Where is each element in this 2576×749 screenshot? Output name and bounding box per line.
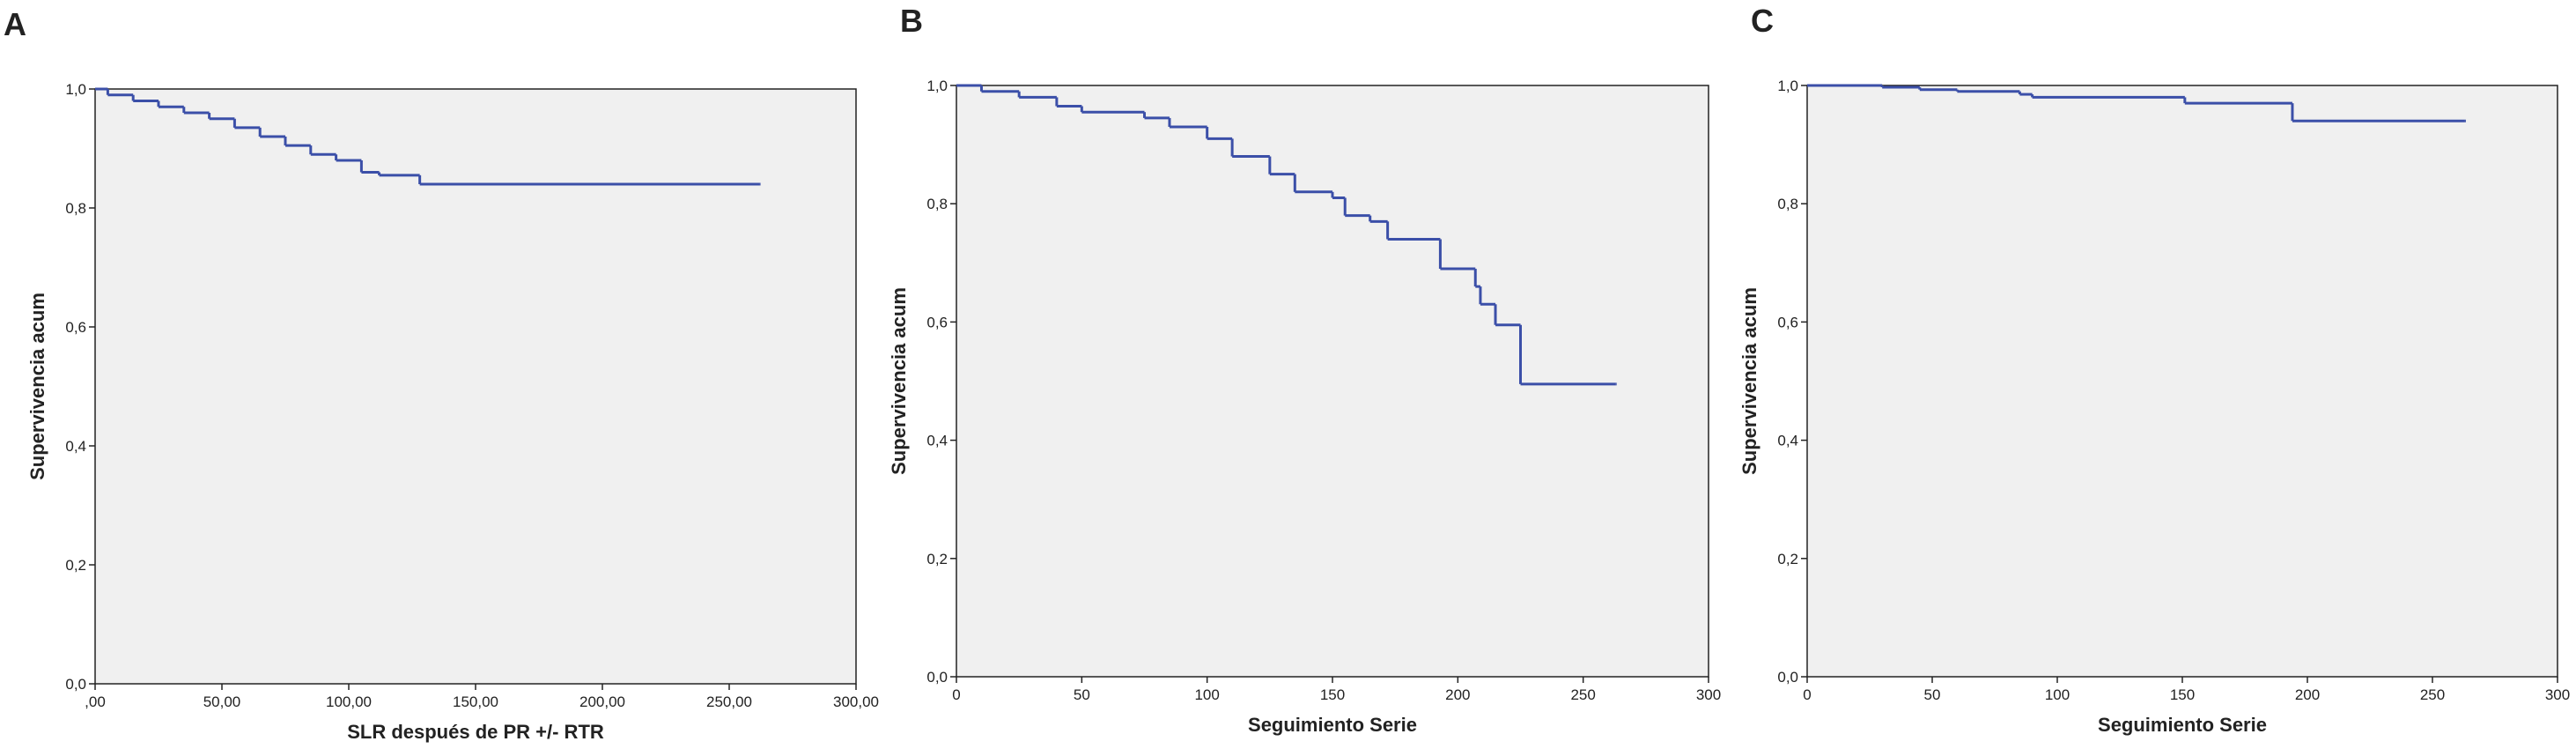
y-tick-label: 1,0: [1777, 78, 1798, 94]
y-tick-label: 0,8: [926, 196, 948, 212]
y-tick-label: 0,2: [65, 557, 86, 574]
x-tick-label: 150: [1320, 686, 1345, 703]
y-tick-label: 0,8: [1777, 196, 1798, 212]
panel: B 0,0 0,2 0,4 0,6 0,8 1,0 0 50 100 150 200 250 300 Seg…: [888, 3, 1721, 736]
x-tick-label: 150,00: [453, 693, 498, 710]
panel-label: B: [900, 3, 923, 39]
plot-area: [956, 85, 1709, 678]
x-tick-label: 50,00: [203, 693, 241, 710]
plot-area: [94, 88, 857, 685]
y-tick-label: 0,4: [926, 433, 948, 449]
y-axis-title: Supervivencia acum: [888, 287, 910, 475]
x-tick-label: 100: [1194, 686, 1219, 703]
y-tick-label: 0,0: [926, 669, 948, 686]
y-tick-label: 0,2: [1777, 551, 1798, 567]
y-tick-label: 0,2: [926, 551, 948, 567]
y-tick-label: 0,0: [65, 676, 86, 693]
x-axis-title: Seguimiento Serie: [1248, 714, 1417, 736]
panel: C 0,0 0,2 0,4 0,6 0,8 1,0 0 50 100 150 200 250 300 Seg…: [1738, 3, 2570, 736]
plot-area: [1806, 85, 2558, 678]
y-tick-label: 0,4: [65, 438, 86, 455]
x-tick-label: 250: [2420, 686, 2445, 703]
x-tick-label: 250,00: [706, 693, 752, 710]
x-tick-label: 200,00: [579, 693, 625, 710]
y-tick-label: 0,4: [1777, 433, 1798, 449]
x-tick-label: 50: [1924, 686, 1941, 703]
x-tick-label: 300: [1696, 686, 1721, 703]
x-axis-title: Seguimiento Serie: [2098, 714, 2267, 736]
panel-label: A: [4, 6, 26, 42]
x-tick-label: 100,00: [326, 693, 372, 710]
x-tick-label: 250: [1570, 686, 1595, 703]
x-axis-title: SLR después de PR +/- RTR: [347, 721, 604, 743]
x-tick-label: ,00: [85, 693, 106, 710]
y-tick-label: 0,6: [1777, 314, 1798, 330]
y-axis-title: Supervivencia acum: [26, 293, 48, 480]
y-tick-label: 1,0: [65, 81, 86, 98]
y-tick-label: 1,0: [926, 78, 948, 94]
y-tick-label: 0,6: [65, 319, 86, 336]
x-tick-label: 300,00: [833, 693, 879, 710]
x-tick-label: 200: [1445, 686, 1470, 703]
y-tick-label: 0,8: [65, 200, 86, 217]
panel: A 0,0 0,2 0,4 0,6 0,8 1,0 ,00 50,00 100,00 150,00 2…: [4, 6, 879, 743]
x-tick-label: 200: [2295, 686, 2320, 703]
x-tick-label: 100: [2045, 686, 2070, 703]
y-tick-label: 0,6: [926, 314, 948, 330]
x-tick-label: 50: [1074, 686, 1090, 703]
x-tick-label: 0: [1803, 686, 1811, 703]
panel-label: C: [1751, 3, 1774, 39]
x-tick-label: 300: [2545, 686, 2570, 703]
y-axis-title: Supervivencia acum: [1738, 287, 1760, 475]
y-tick-label: 0,0: [1777, 669, 1798, 686]
x-tick-label: 0: [952, 686, 960, 703]
x-tick-label: 150: [2170, 686, 2195, 703]
